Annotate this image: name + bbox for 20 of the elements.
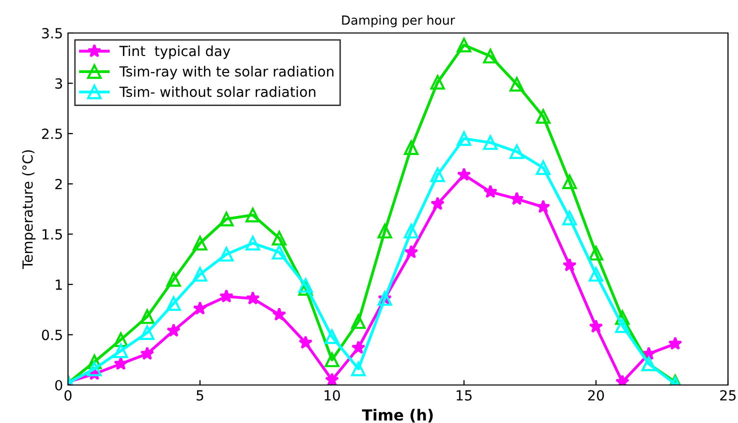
x-tick-label: 10 (324, 390, 340, 401)
y-tick-label: 1.5 (42, 229, 62, 240)
x-axis-title: Time (h) (362, 408, 433, 422)
y-axis-title: Temperature (°C) (22, 150, 36, 269)
y-tick-label: 0 (55, 380, 62, 390)
x-tick-label: 0 (64, 390, 72, 401)
x-tick-label: 15 (456, 390, 472, 401)
y-tick-label: 0.5 (42, 330, 62, 340)
legend-label: Tint typical day (119, 46, 230, 59)
x-tick-label: 5 (196, 390, 204, 401)
y-tick-label: 2 (55, 178, 62, 190)
legend-label: Tsim- without solar radiation (119, 86, 316, 98)
y-tick-label: 2.5 (42, 128, 62, 140)
x-tick-label: 20 (588, 390, 604, 401)
chart-title: Damping per hour (342, 15, 456, 28)
y-tick-label: 3.5 (42, 28, 62, 38)
y-tick-label: 1 (56, 280, 62, 290)
y-tick-label: 3 (55, 78, 62, 89)
x-tick-label: 25 (720, 390, 736, 401)
legend-label: Tsim-ray with te solar radiation (119, 66, 334, 80)
